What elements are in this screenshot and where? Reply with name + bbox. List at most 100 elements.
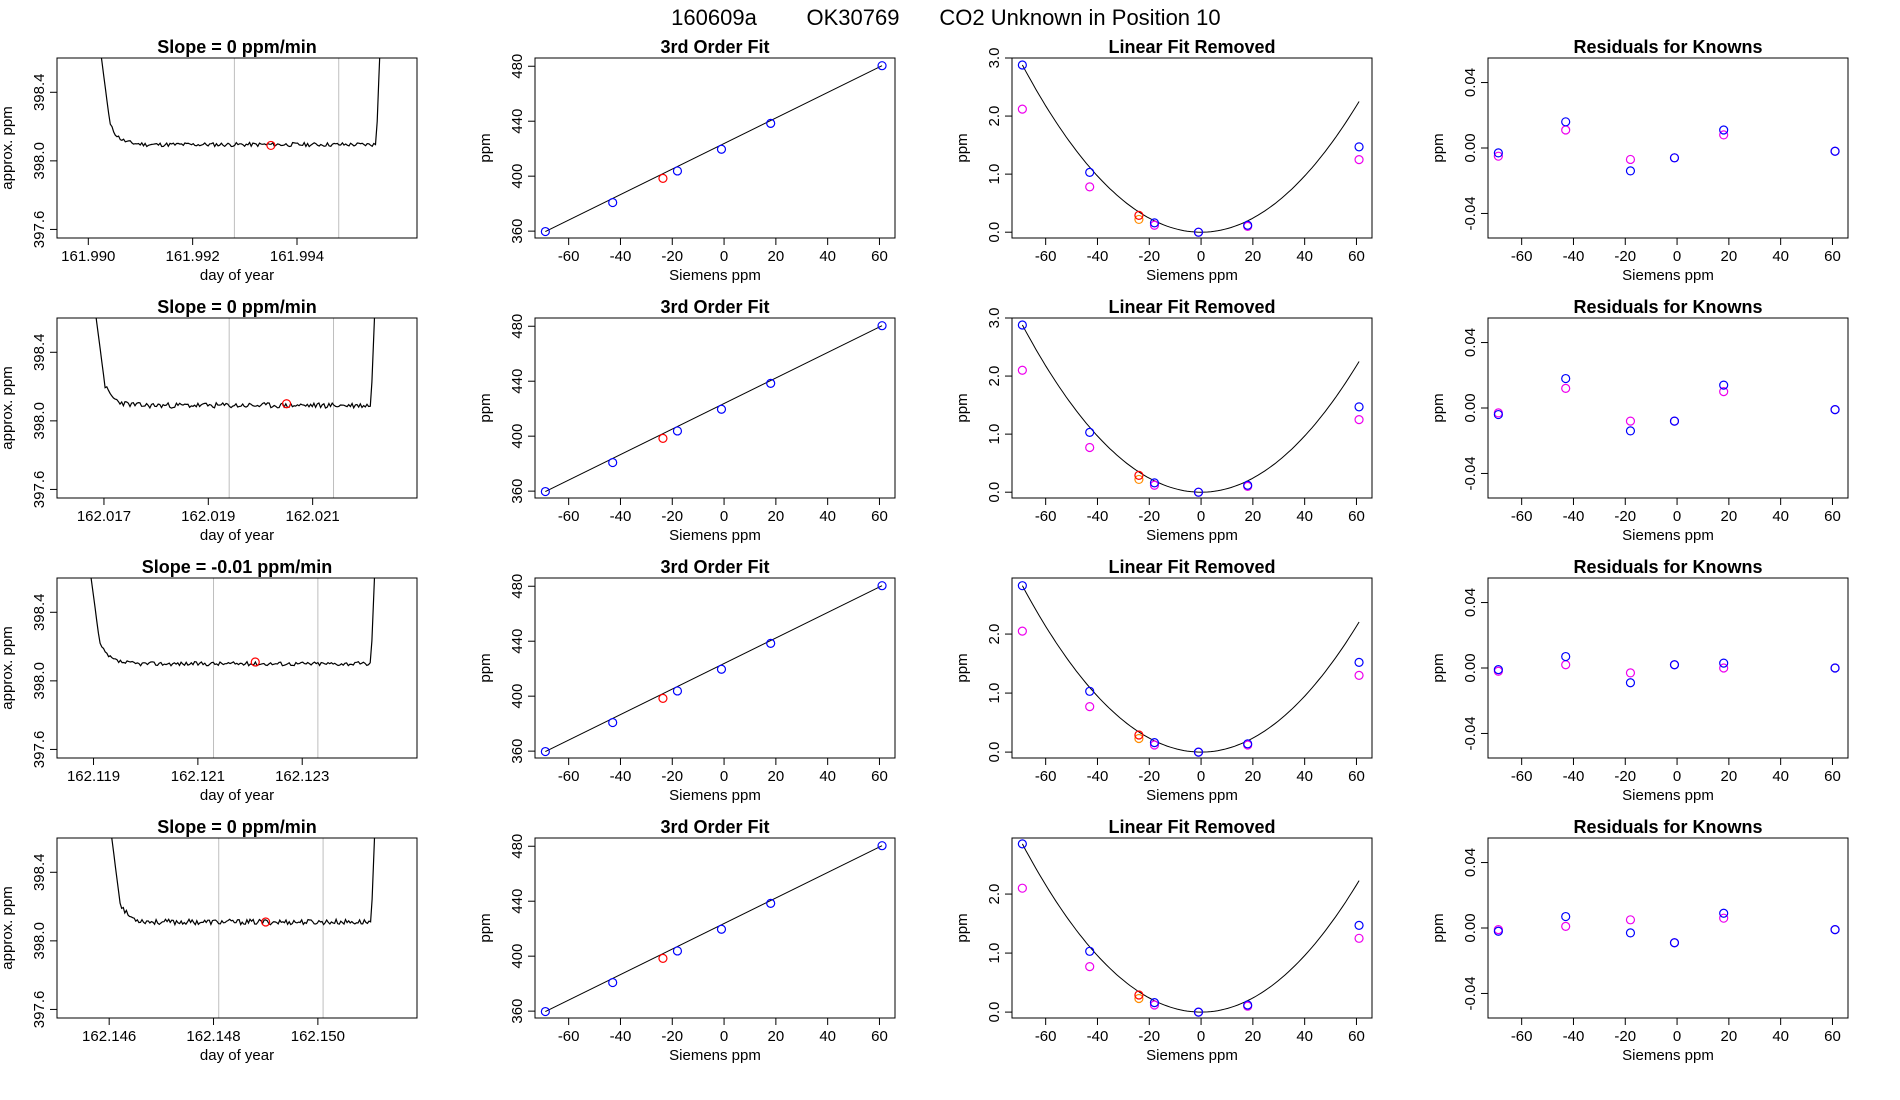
y-tick-label: -0.04 <box>1462 196 1479 230</box>
panel-title: Residuals for Knowns <box>1573 817 1762 837</box>
x-tick-label: 162.150 <box>291 1028 345 1045</box>
panel-title: 3rd Order Fit <box>660 557 769 577</box>
y-tick-label: 0.00 <box>1462 133 1479 162</box>
x-tick-label: -60 <box>1511 248 1533 265</box>
panel-residuals-row1: Residuals for Knowns Siemens ppm ppm -60 -40… <box>1430 297 1849 544</box>
known-point <box>1354 920 1364 930</box>
x-tick-label: 60 <box>1348 248 1365 265</box>
panel-residuals-row3: Residuals for Knowns Siemens ppm ppm -60 -40… <box>1430 817 1849 1064</box>
x-tick-label: 0 <box>1673 248 1681 265</box>
page-title-tank: OK30769 <box>807 5 900 30</box>
x-tick-label: 40 <box>1296 1028 1313 1045</box>
y-tick-label: 2.0 <box>986 106 1003 127</box>
y-tick-label: 360 <box>509 479 526 504</box>
panel-title: Slope = -0.01 ppm/min <box>142 557 333 577</box>
x-tick-label: 20 <box>768 248 785 265</box>
x-tick-label: 0 <box>1197 1028 1205 1045</box>
plot-frame <box>1487 317 1849 499</box>
plot-frame <box>1487 577 1849 759</box>
known-point <box>766 378 776 389</box>
known-residual <box>1561 373 1571 384</box>
known-point <box>877 321 887 331</box>
y-axis-label: ppm <box>1430 393 1447 422</box>
x-tick-label: 20 <box>1245 768 1262 785</box>
panel-fit-row3: 3rd Order Fit Siemens ppm ppm -60 -40 -20 0 20 4… <box>477 817 896 1064</box>
unknown-secondary-point <box>1134 214 1144 225</box>
plot-frame <box>1011 317 1373 499</box>
secondary-residual <box>1493 151 1503 161</box>
known-point <box>766 898 776 909</box>
x-tick-label: 40 <box>1296 508 1313 525</box>
known-point <box>1193 747 1204 757</box>
plot-area <box>540 61 887 237</box>
y-tick-label: 1.0 <box>986 164 1003 185</box>
y-tick-label: 400 <box>509 944 526 969</box>
x-tick-label: -40 <box>1087 768 1109 785</box>
y-tick-label: 360 <box>509 999 526 1024</box>
x-tick-label: 60 <box>871 508 888 525</box>
measurement-trace <box>111 838 376 927</box>
known-residual <box>1625 928 1636 938</box>
unknown-secondary-point <box>1134 993 1144 1004</box>
plot-area <box>540 321 887 497</box>
x-tick-label: -20 <box>1614 508 1636 525</box>
x-axis-label: Siemens ppm <box>1146 1047 1238 1064</box>
x-tick-label: -40 <box>610 508 632 525</box>
known-residual <box>1669 416 1680 426</box>
measurement-trace <box>100 58 381 148</box>
y-axis-label: ppm <box>477 653 494 682</box>
plot-area <box>1493 117 1840 176</box>
y-tick-label: 398.4 <box>31 854 48 892</box>
known-point <box>1354 142 1364 152</box>
plot-area <box>540 581 887 757</box>
secondary-point <box>1017 365 1027 375</box>
fit-line <box>545 65 883 232</box>
plot-area <box>1017 839 1364 1017</box>
secondary-residual <box>1561 125 1571 135</box>
panel-trace-row2: Slope = -0.01 ppm/min day of year approx. … <box>0 557 418 804</box>
x-tick-label: 60 <box>1824 768 1841 785</box>
known-point <box>716 404 727 414</box>
unknown-point <box>261 917 271 927</box>
x-axis-label: Siemens ppm <box>1622 1047 1714 1064</box>
y-axis-label: ppm <box>1430 913 1447 942</box>
known-point <box>1354 402 1364 412</box>
x-axis-label: day of year <box>200 787 274 804</box>
x-tick-label: 162.123 <box>275 768 329 785</box>
panel-fit-row1: 3rd Order Fit Siemens ppm ppm -60 -40 -20 0 20 4… <box>477 297 896 544</box>
plot-frame <box>56 57 418 239</box>
x-tick-label: 0 <box>720 248 728 265</box>
plot-frame <box>534 57 896 239</box>
x-tick-label: -40 <box>1087 248 1109 265</box>
x-tick-label: 0 <box>1673 768 1681 785</box>
x-tick-label: 60 <box>1348 1028 1365 1045</box>
known-residual <box>1493 148 1503 158</box>
secondary-point <box>1085 442 1095 453</box>
x-tick-label: -60 <box>558 508 580 525</box>
y-tick-label: -0.04 <box>1462 716 1479 750</box>
y-tick-label: 2.0 <box>986 624 1003 645</box>
x-tick-label: 40 <box>1772 768 1789 785</box>
plot-frame <box>534 837 896 1019</box>
x-tick-label: -40 <box>1563 1028 1585 1045</box>
x-tick-label: 161.992 <box>166 248 220 265</box>
x-tick-label: 60 <box>871 768 888 785</box>
panel-fit-row2: 3rd Order Fit Siemens ppm ppm -60 -40 -20 0 20 4… <box>477 557 896 804</box>
panel-title: Linear Fit Removed <box>1108 557 1275 577</box>
y-tick-label: 400 <box>509 424 526 449</box>
known-point <box>1149 478 1160 488</box>
known-point <box>1017 60 1027 70</box>
panel-linear-row3: Linear Fit Removed Siemens ppm ppm -60 -40 -2… <box>954 817 1373 1064</box>
x-tick-label: 40 <box>819 768 836 785</box>
x-tick-label: 60 <box>871 1028 888 1045</box>
x-tick-label: -60 <box>1511 508 1533 525</box>
unknown-secondary-point <box>1134 733 1144 744</box>
known-residual <box>1830 146 1840 156</box>
panel-linear-row0: Linear Fit Removed Siemens ppm ppm -60 -40 -2… <box>954 37 1373 284</box>
secondary-point <box>1085 182 1095 192</box>
plot-frame <box>56 837 418 1019</box>
known-point <box>672 946 683 956</box>
x-tick-label: 161.994 <box>270 248 324 265</box>
x-axis-label: Siemens ppm <box>1622 527 1714 544</box>
unknown-secondary-point <box>1134 474 1144 485</box>
